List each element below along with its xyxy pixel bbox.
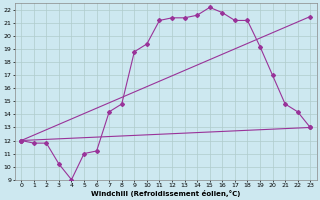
X-axis label: Windchill (Refroidissement éolien,°C): Windchill (Refroidissement éolien,°C) bbox=[91, 190, 240, 197]
